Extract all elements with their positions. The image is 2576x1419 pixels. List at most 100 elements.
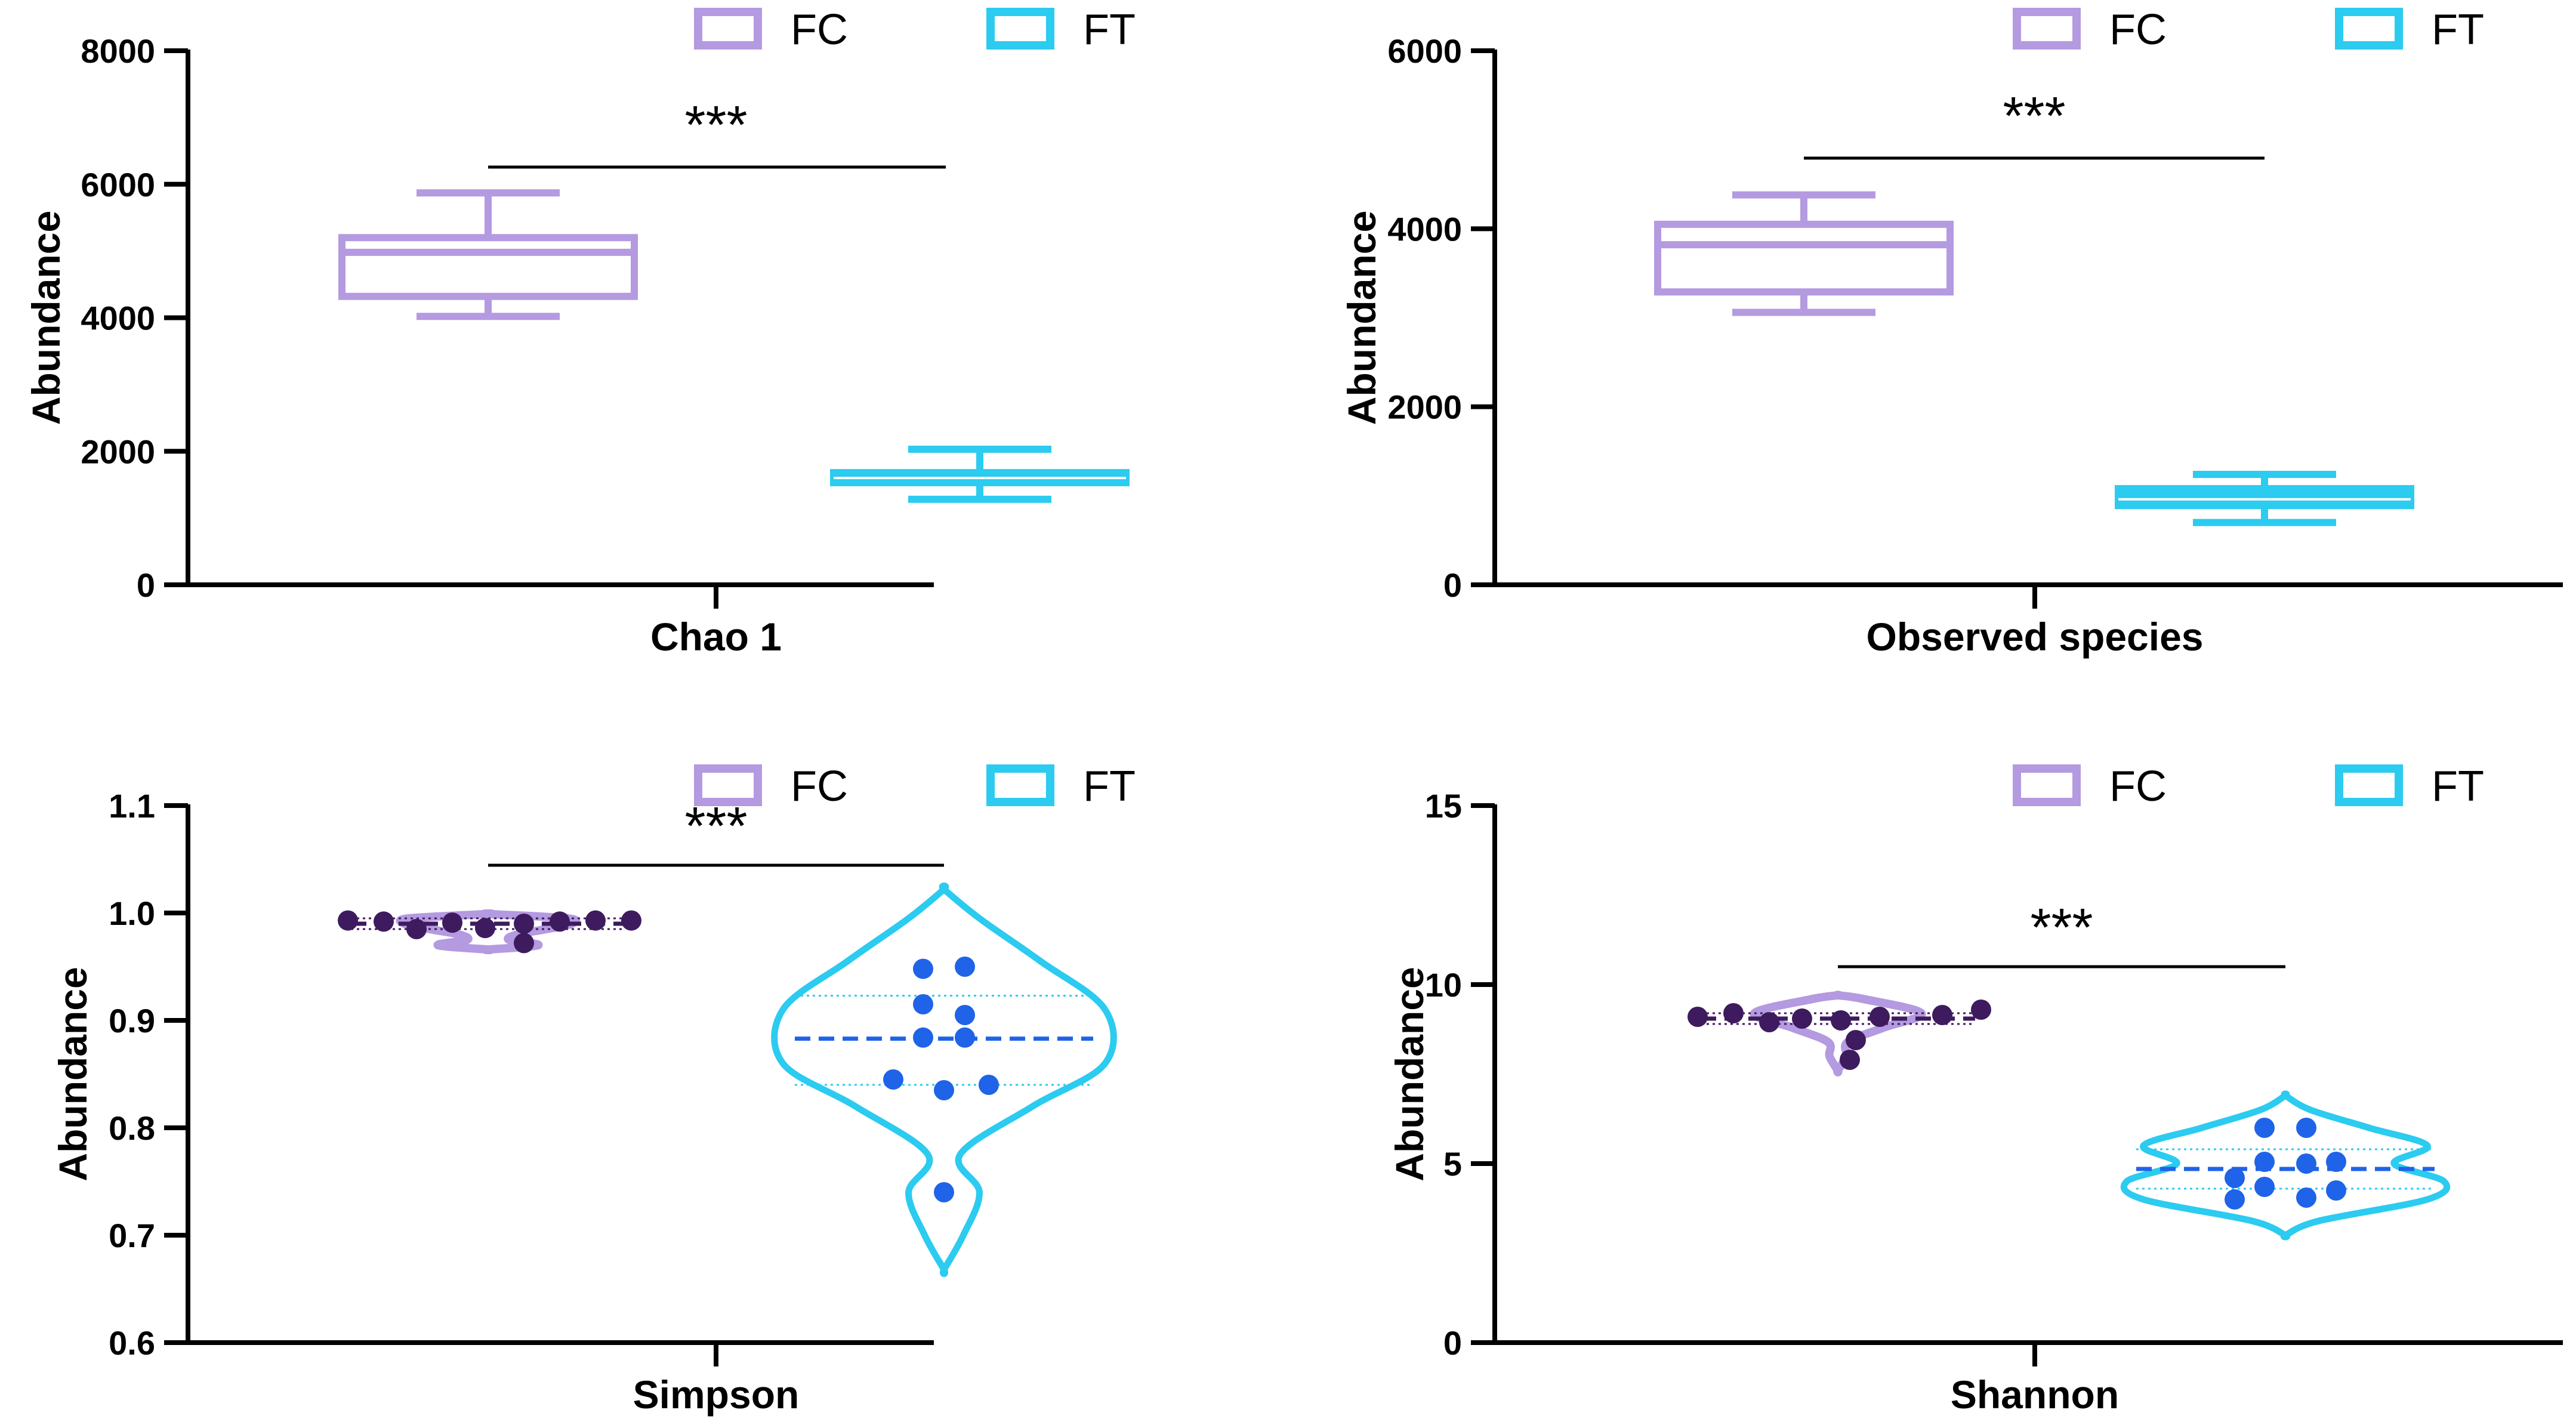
violin-outline	[396, 909, 581, 955]
data-point	[979, 1075, 999, 1095]
data-point	[934, 1080, 954, 1100]
legend-swatch-ft	[986, 8, 1054, 50]
y-tick-label: 0.6	[109, 1324, 155, 1362]
chart-panel-3: 0.6 0.7 0.8 0.9 1.0 1.1 Abundance Simpson FC FT **…	[51, 763, 1136, 1417]
data-point	[913, 994, 933, 1014]
data-point	[2254, 1118, 2275, 1138]
data-point	[955, 1027, 975, 1048]
data-point	[913, 958, 933, 979]
chart-panel-1: 0 2000 4000 6000 8000 Abundance Chao 1 FC FT ***	[24, 6, 1136, 659]
y-tick-label: 0.9	[109, 1002, 155, 1039]
x-axis-title: Chao 1	[650, 615, 782, 659]
data-point	[1723, 1003, 1744, 1023]
data-point	[1846, 1030, 1866, 1050]
data-point	[1759, 1012, 1779, 1032]
series-fc	[338, 189, 638, 320]
series-fc	[338, 909, 641, 955]
y-tick-label: 2000	[1387, 388, 1462, 426]
chart-panel-4: 0 5 10 15 Abundance Shannon FC FT ***	[1387, 763, 2563, 1417]
y-tick-label: 0	[1443, 566, 1462, 604]
legend-label-fc: FC	[791, 763, 848, 810]
data-point	[2254, 1177, 2275, 1197]
legend-swatch-fc	[694, 764, 762, 806]
data-point	[2326, 1180, 2346, 1201]
y-tick-label: 6000	[1387, 32, 1462, 70]
y-axis-title: Abundance	[1340, 211, 1384, 425]
data-point	[550, 911, 570, 932]
legend-swatch-ft	[2335, 764, 2403, 806]
box-iqr	[2115, 485, 2414, 510]
y-tick-label: 10	[1425, 966, 1462, 1004]
legend-swatch-fc	[2013, 764, 2081, 806]
significance-label: ***	[2030, 898, 2093, 958]
data-point	[514, 914, 534, 934]
data-point	[2225, 1168, 2245, 1188]
series-fc	[1687, 991, 1991, 1076]
data-point	[913, 1027, 933, 1048]
data-point	[955, 957, 975, 977]
legend-label-fc: FC	[2109, 763, 2167, 810]
box-iqr	[1654, 220, 1954, 296]
series-ft	[2121, 1090, 2450, 1241]
y-axis-title: Abundance	[24, 211, 68, 425]
y-tick-label: 6000	[81, 166, 155, 203]
y-tick-label: 1.1	[109, 787, 155, 825]
y-tick-label: 2000	[81, 433, 155, 470]
legend-label-fc: FC	[791, 6, 848, 54]
data-point	[2326, 1152, 2346, 1172]
data-point	[1932, 1005, 1952, 1025]
box-iqr	[338, 234, 638, 300]
y-axis-title: Abundance	[51, 967, 95, 1181]
series-ft	[2115, 471, 2414, 526]
data-point	[883, 1069, 903, 1090]
violin-outline	[2121, 1090, 2450, 1241]
y-tick-label: 0	[1443, 1324, 1462, 1362]
data-point	[621, 910, 641, 931]
data-point	[1971, 1000, 1991, 1020]
x-axis-title: Shannon	[1951, 1372, 2119, 1417]
series-ft	[771, 882, 1117, 1278]
data-point	[2225, 1189, 2245, 1210]
data-point	[1831, 1010, 1851, 1031]
violin-outline	[771, 882, 1117, 1278]
data-point	[514, 933, 534, 954]
y-axis-title: Abundance	[1387, 967, 1432, 1181]
series-ft	[830, 445, 1130, 503]
significance-label: ***	[684, 797, 747, 856]
data-point	[406, 919, 427, 939]
data-point	[442, 912, 462, 933]
data-point	[2296, 1118, 2316, 1138]
x-axis-title: Simpson	[633, 1372, 800, 1417]
y-tick-label: 0	[137, 566, 155, 604]
series-fc	[1654, 191, 1954, 316]
data-point	[955, 1005, 975, 1025]
y-tick-label: 8000	[81, 32, 155, 70]
significance-label: ***	[684, 95, 747, 155]
legend-label-ft: FT	[1083, 6, 1136, 54]
legend-swatch-fc	[2013, 8, 2081, 50]
y-tick-label: 5	[1443, 1145, 1462, 1183]
data-point	[2254, 1152, 2275, 1172]
data-point	[1687, 1007, 1708, 1027]
legend-swatch-ft	[2335, 8, 2403, 50]
data-point	[934, 1182, 954, 1202]
data-point	[1869, 1007, 1890, 1027]
data-point	[475, 918, 495, 939]
chart-panel-2: 0 2000 4000 6000 Abundance Observed species FC…	[1340, 6, 2563, 659]
data-point	[374, 911, 394, 932]
significance-label: ***	[2003, 87, 2065, 146]
y-tick-label: 4000	[81, 300, 155, 337]
x-axis-title: Observed species	[1867, 615, 2204, 659]
data-point	[585, 910, 606, 931]
data-point	[338, 910, 358, 931]
y-tick-label: 15	[1425, 787, 1462, 825]
legend-label-fc: FC	[2109, 6, 2167, 54]
legend-label-ft: FT	[1083, 763, 1136, 810]
legend-swatch-ft	[986, 764, 1054, 806]
data-point	[2296, 1153, 2316, 1174]
y-tick-label: 0.7	[109, 1217, 155, 1254]
data-point	[2296, 1187, 2316, 1208]
legend-label-ft: FT	[2432, 6, 2484, 54]
data-point	[1792, 1008, 1812, 1029]
